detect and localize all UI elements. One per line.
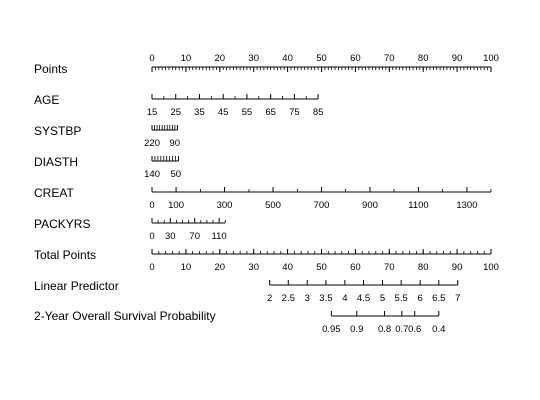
scale-0-tick-label-2: 20 xyxy=(215,53,226,64)
scale-8-tick-label-4: 0.6 xyxy=(408,324,421,335)
scale-3-tick-label-1: 50 xyxy=(170,169,181,180)
scale-0-tick-label-5: 50 xyxy=(316,53,327,64)
scale-4-tick-label-6: 1100 xyxy=(408,200,428,211)
scale-5-tick-label-2: 70 xyxy=(189,231,200,242)
scale-0-tick-label-4: 40 xyxy=(282,53,293,64)
scale-0: Points 0 10 20 30 40 50 60 70 80 90 100 xyxy=(34,53,499,76)
scale-7-tick-label-9: 6.5 xyxy=(432,293,445,304)
scale-6-tick-label-0: 0 xyxy=(149,262,154,273)
scale-0-label: Points xyxy=(34,62,67,76)
scale-8-tick-label-0: 0.95 xyxy=(322,324,341,335)
scale-1-tick-label-3: 45 xyxy=(218,107,229,118)
scale-5-tick-label-3: 110 xyxy=(212,231,227,242)
scale-5: PACKYRS 0 30 70 110 xyxy=(34,217,227,242)
scale-4-tick-label-1: 100 xyxy=(168,200,184,211)
scale-1-label: AGE xyxy=(34,93,59,107)
scale-8: 2-Year Overall Survival Probability 0.95 0… xyxy=(34,309,445,335)
scale-4: CREAT 0 100 300 500 700 900 1100 1300 xyxy=(34,186,492,211)
scale-0-tick-label-10: 100 xyxy=(483,53,499,64)
scale-7-tick-label-5: 4.5 xyxy=(357,293,370,304)
scale-3-label: DIASTH xyxy=(34,155,78,169)
scale-3-tick-label-0: 140 xyxy=(144,169,160,180)
scale-2-tick-label-1: 90 xyxy=(169,138,180,149)
scale-4-tick-label-2: 300 xyxy=(217,200,233,211)
scale-6-tick-label-10: 100 xyxy=(483,262,499,273)
scale-6-tick-label-2: 20 xyxy=(215,262,226,273)
scale-5-tick-label-1: 30 xyxy=(165,231,176,242)
scale-3: DIASTH 140 50 xyxy=(34,155,181,180)
scale-8-label: 2-Year Overall Survival Probability xyxy=(34,309,216,323)
scale-7-tick-label-2: 3 xyxy=(305,293,310,304)
scale-7-tick-label-10: 7 xyxy=(455,293,460,304)
scale-4-tick-label-3: 500 xyxy=(265,200,281,211)
scale-2-label: SYSTBP xyxy=(34,124,81,138)
scale-7-tick-label-8: 6 xyxy=(418,293,423,304)
scale-2-tick-label-0: 220 xyxy=(144,138,160,149)
scale-6-tick-label-1: 10 xyxy=(181,262,192,273)
scale-6: Total Points 0 10 20 30 40 50 60 70 80 90 100 xyxy=(34,248,499,273)
scale-6-tick-label-9: 90 xyxy=(452,262,463,273)
scale-7: Linear Predictor 2 2.5 3 3.5 4 4.5 5 5.5 6 6.5 7 xyxy=(34,279,460,304)
scale-4-tick-label-5: 900 xyxy=(362,200,378,211)
scale-0-tick-label-1: 10 xyxy=(181,53,192,64)
scale-6-label: Total Points xyxy=(34,248,96,262)
scale-6-tick-label-6: 60 xyxy=(350,262,361,273)
scale-0-tick-label-8: 80 xyxy=(418,53,429,64)
scale-0-tick-label-3: 30 xyxy=(248,53,259,64)
scale-6-tick-label-8: 80 xyxy=(418,262,429,273)
scale-5-tick-label-0: 0 xyxy=(149,231,154,242)
scale-8-tick-label-2: 0.8 xyxy=(378,324,391,335)
scale-7-tick-label-3: 3.5 xyxy=(319,293,332,304)
scale-6-tick-label-5: 50 xyxy=(316,262,327,273)
scale-1-tick-label-0: 15 xyxy=(147,107,158,118)
scale-0-tick-label-0: 0 xyxy=(149,53,154,64)
scale-8-tick-label-5: 0.4 xyxy=(432,324,445,335)
scale-1-tick-label-2: 35 xyxy=(194,107,205,118)
scale-8-tick-label-3: 0.7 xyxy=(395,324,408,335)
scale-4-label: CREAT xyxy=(34,186,74,200)
scale-1-tick-label-4: 55 xyxy=(242,107,253,118)
scale-8-tick-label-1: 0.9 xyxy=(350,324,363,335)
scale-0-tick-label-7: 70 xyxy=(384,53,395,64)
scale-6-tick-label-4: 40 xyxy=(282,262,293,273)
scale-0-tick-label-6: 60 xyxy=(350,53,361,64)
scale-1-tick-label-5: 65 xyxy=(265,107,276,118)
scale-1-tick-label-1: 25 xyxy=(170,107,181,118)
scale-6-tick-label-7: 70 xyxy=(384,262,395,273)
scale-7-tick-label-1: 2.5 xyxy=(282,293,295,304)
scale-6-tick-label-3: 30 xyxy=(248,262,259,273)
scale-4-tick-label-0: 0 xyxy=(149,200,154,211)
scale-7-tick-label-6: 5 xyxy=(380,293,385,304)
scale-1-tick-label-7: 85 xyxy=(313,107,324,118)
scale-4-tick-label-7: 1300 xyxy=(456,200,477,211)
scale-2: SYSTBP 220 90 xyxy=(34,124,180,149)
scale-1-tick-label-6: 75 xyxy=(289,107,300,118)
scale-0-tick-label-9: 90 xyxy=(452,53,463,64)
scale-7-tick-label-0: 2 xyxy=(267,293,272,304)
scale-7-tick-label-4: 4 xyxy=(342,293,347,304)
scale-5-label: PACKYRS xyxy=(34,217,90,231)
scale-1: AGE 15 25 35 45 55 65 75 85 xyxy=(34,93,323,118)
scale-7-tick-label-7: 5.5 xyxy=(395,293,408,304)
scale-4-tick-label-4: 700 xyxy=(314,200,330,211)
scale-7-label: Linear Predictor xyxy=(34,279,119,293)
